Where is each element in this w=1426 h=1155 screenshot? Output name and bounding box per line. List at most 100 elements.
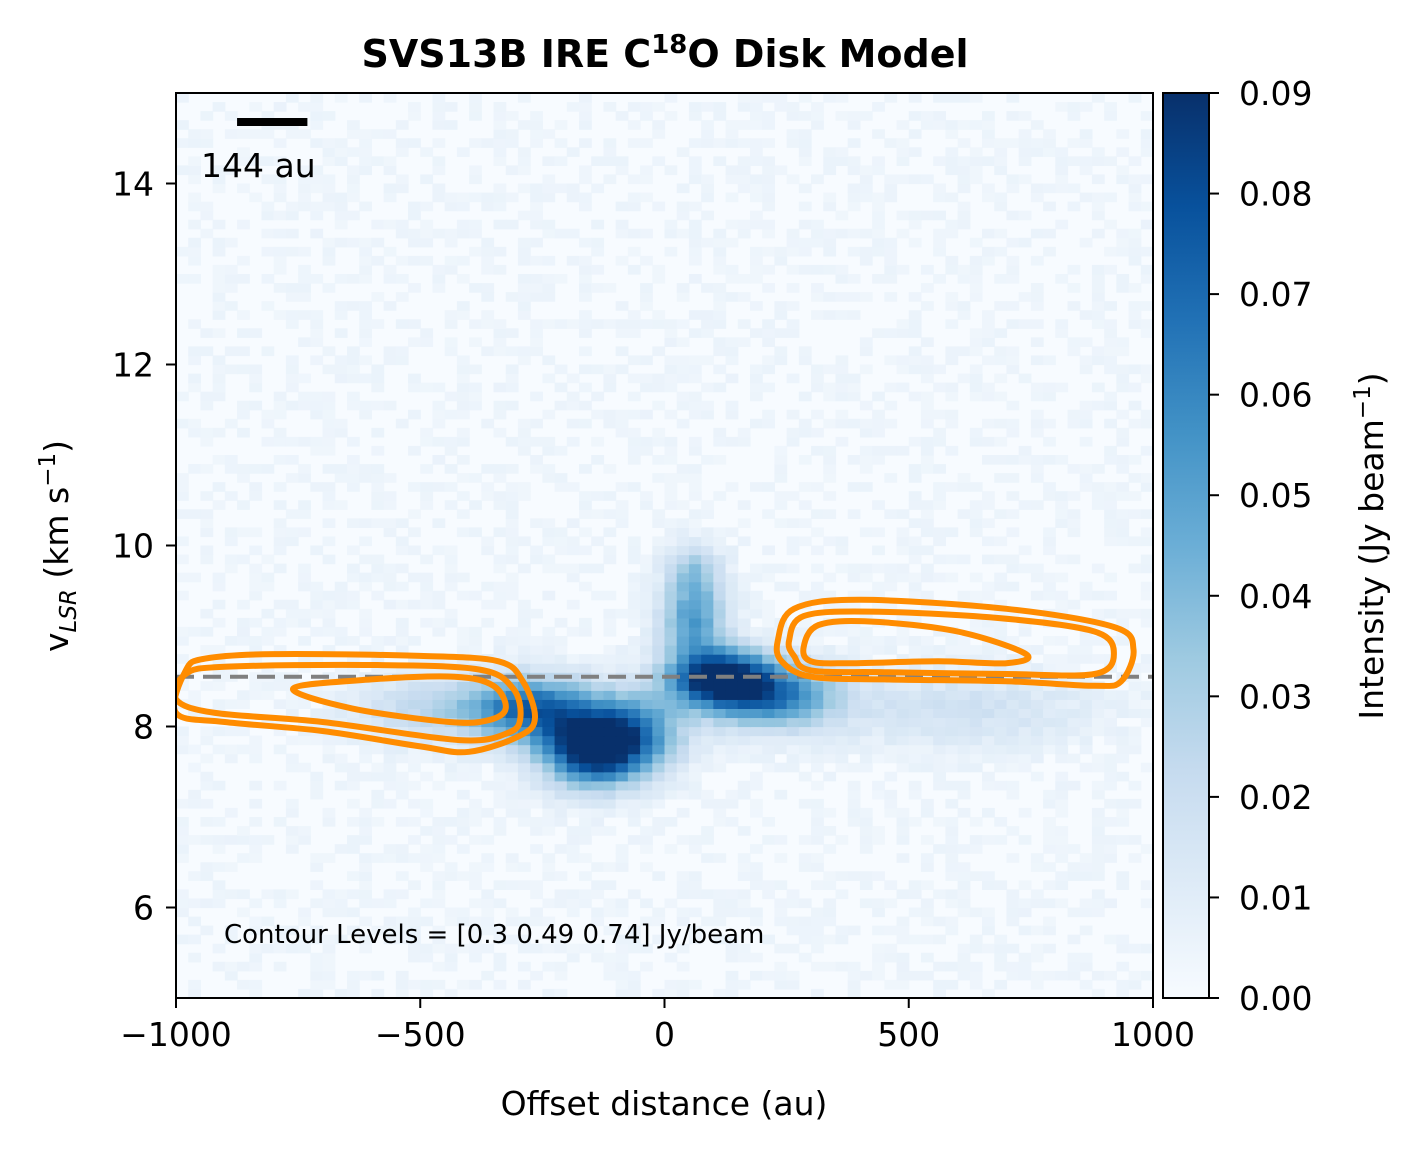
heatmap-cell	[1030, 708, 1044, 719]
heatmap-cell	[945, 853, 959, 863]
heatmap-cell	[664, 473, 678, 483]
heatmap-cell	[188, 174, 202, 185]
heatmap-cell	[383, 581, 397, 592]
heatmap-cell	[652, 753, 666, 764]
heatmap-cell	[994, 608, 1008, 619]
heatmap-cell	[530, 319, 543, 329]
heatmap-cell	[493, 427, 507, 438]
heatmap-cell	[872, 328, 885, 338]
heatmap-cell	[762, 889, 776, 900]
heatmap-cell	[359, 156, 372, 166]
heatmap-cell	[359, 717, 372, 728]
heatmap-cell	[322, 192, 336, 203]
heatmap-cell	[1055, 183, 1069, 194]
heatmap-cell	[823, 735, 837, 746]
heatmap-cell	[676, 319, 690, 329]
heatmap-cell	[579, 807, 592, 818]
heatmap-cell	[542, 916, 556, 927]
heatmap-cell	[994, 735, 1008, 746]
heatmap-cell	[908, 500, 922, 510]
heatmap-cell	[566, 418, 580, 429]
heatmap-cell	[566, 373, 580, 384]
heatmap-cell	[481, 780, 495, 791]
heatmap-cell	[737, 228, 751, 239]
heatmap-cell	[469, 391, 482, 402]
heatmap-cell	[920, 509, 934, 519]
heatmap-cell	[200, 862, 214, 872]
heatmap-cell	[1091, 346, 1105, 357]
heatmap-cell	[432, 934, 446, 945]
heatmap-cell	[1116, 608, 1130, 619]
heatmap-cell	[774, 690, 788, 700]
heatmap-cell	[542, 183, 556, 194]
heatmap-cell	[847, 744, 861, 755]
heatmap-cell	[554, 961, 568, 972]
heatmap-cell	[273, 744, 287, 755]
heatmap-cell	[542, 943, 556, 954]
heatmap-cell	[1091, 464, 1105, 474]
heatmap-cell	[493, 102, 507, 112]
heatmap-cell	[1104, 355, 1117, 366]
heatmap-cell	[994, 138, 1008, 148]
heatmap-cell	[371, 572, 385, 583]
heatmap-cell	[749, 590, 763, 601]
heatmap-cell	[835, 645, 849, 655]
heatmap-cell	[505, 807, 519, 818]
heatmap-cell	[688, 391, 702, 402]
heatmap-cell	[945, 862, 959, 872]
heatmap-cell	[615, 735, 629, 746]
heatmap-cell	[798, 111, 812, 121]
heatmap-cell	[676, 744, 690, 755]
heatmap-cell	[994, 780, 1008, 791]
heatmap-cell	[237, 364, 250, 375]
heatmap-cell	[444, 835, 458, 845]
heatmap-cell	[811, 310, 824, 320]
heatmap-cell	[1091, 590, 1105, 601]
heatmap-cell	[652, 473, 666, 483]
heatmap-cell	[346, 129, 360, 139]
heatmap-cell	[1091, 807, 1105, 818]
heatmap-cell	[530, 636, 543, 646]
heatmap-cell	[432, 165, 446, 176]
heatmap-cell	[249, 835, 263, 845]
heatmap-cell	[212, 246, 226, 257]
heatmap-cell	[859, 174, 873, 185]
heatmap-cell	[749, 210, 763, 221]
heatmap-cell	[554, 473, 568, 483]
heatmap-cell	[395, 780, 409, 791]
heatmap-cell	[945, 645, 959, 655]
heatmap-cell	[957, 554, 971, 565]
heatmap-cell	[847, 310, 861, 320]
heatmap-cell	[1091, 608, 1105, 619]
heatmap-cell	[530, 880, 543, 890]
heatmap-cell	[566, 762, 580, 773]
heatmap-cell	[1079, 979, 1093, 990]
heatmap-cell	[261, 111, 275, 121]
heatmap-cell	[1116, 373, 1130, 384]
heatmap-cell	[725, 165, 739, 176]
heatmap-cell	[640, 255, 653, 266]
heatmap-cell	[542, 536, 556, 547]
heatmap-cell	[1140, 274, 1153, 284]
heatmap-cell	[261, 436, 275, 447]
heatmap-cell	[249, 943, 263, 954]
heatmap-cell	[786, 228, 800, 239]
heatmap-cell	[652, 120, 666, 130]
heatmap-cell	[994, 572, 1008, 583]
heatmap-cell	[957, 970, 971, 981]
heatmap-cell	[615, 690, 629, 700]
heatmap-cell	[1006, 346, 1020, 357]
heatmap-cell	[920, 409, 934, 420]
heatmap-cell	[933, 961, 946, 972]
heatmap-cell	[664, 654, 678, 664]
heatmap-cell	[383, 301, 397, 311]
heatmap-cell	[640, 192, 653, 203]
heatmap-cell	[542, 762, 556, 773]
heatmap-cell	[713, 753, 727, 764]
heatmap-cell	[456, 844, 470, 854]
heatmap-cell	[176, 626, 189, 637]
heatmap-cell	[591, 219, 605, 230]
heatmap-cell	[1104, 771, 1117, 782]
heatmap-cell	[188, 979, 202, 990]
heatmap-cell	[1104, 391, 1117, 402]
